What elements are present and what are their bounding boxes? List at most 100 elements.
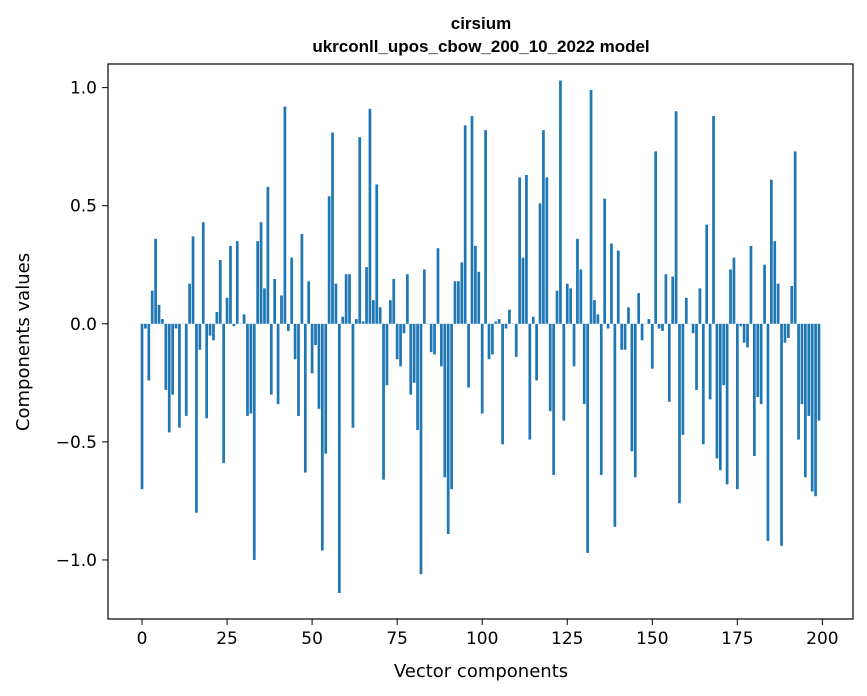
bar-61 [348, 274, 351, 324]
bar-180 [752, 323, 756, 457]
bar-38 [269, 323, 273, 395]
bar-85 [429, 323, 433, 353]
bar-90 [446, 323, 450, 534]
x-tick-label: 150 [636, 629, 668, 649]
bar-69 [375, 184, 379, 324]
bar-128 [576, 238, 579, 324]
bar-130 [582, 323, 586, 405]
bar-146 [637, 293, 641, 324]
bar-35 [259, 222, 263, 324]
bar-123 [559, 80, 562, 324]
bar-196 [807, 323, 811, 416]
bar-124 [562, 323, 566, 421]
bar-191 [790, 286, 794, 324]
bar-179 [749, 245, 753, 324]
bar-17 [198, 323, 202, 350]
bar-80 [412, 323, 416, 383]
x-axis-ticks: 0 25 50 75 100 125 150 175 200 [137, 619, 839, 649]
bar-88 [440, 323, 443, 367]
bar-49 [307, 281, 311, 324]
y-axis-label: Components values [13, 253, 34, 431]
bar-151 [654, 151, 658, 324]
x-tick-label: 125 [551, 629, 583, 649]
bar-101 [484, 130, 487, 324]
bar-46 [297, 323, 300, 416]
x-tick-label: 50 [301, 629, 323, 649]
y-axis-ticks: 1.0 0.5 0.0 −0.5 −1.0 [56, 79, 108, 571]
bar-63 [354, 319, 358, 324]
bar-96 [467, 323, 470, 388]
bar-131 [586, 323, 590, 553]
bar-50 [310, 323, 314, 374]
bar-114 [528, 323, 532, 440]
bar-57 [334, 283, 338, 324]
bar-177 [742, 323, 746, 343]
bar-4 [154, 238, 157, 324]
bar-70 [378, 307, 382, 324]
bar-194 [800, 323, 804, 405]
bar-149 [647, 319, 651, 324]
bar-1 [144, 323, 147, 329]
bar-91 [450, 323, 453, 490]
bar-181 [756, 323, 760, 397]
bar-39 [273, 278, 277, 324]
bar-166 [705, 224, 709, 324]
bar-169 [715, 323, 719, 459]
y-tick-label: 0.5 [70, 197, 97, 217]
bar-9 [171, 323, 174, 395]
bar-198 [814, 323, 817, 497]
y-tick-label: 1.0 [70, 79, 97, 99]
bar-2 [147, 323, 151, 381]
bar-195 [804, 323, 807, 478]
bar-135 [599, 323, 603, 475]
bar-170 [718, 323, 722, 471]
bar-182 [759, 323, 763, 405]
bar-147 [640, 323, 644, 341]
bar-7 [164, 323, 168, 390]
bar-75 [395, 323, 399, 360]
bar-31 [246, 323, 249, 416]
bar-99 [477, 271, 481, 324]
bar-43 [286, 323, 290, 331]
bar-0 [140, 323, 144, 490]
bar-103 [491, 323, 494, 355]
bar-188 [780, 323, 783, 546]
bar-93 [457, 281, 460, 324]
bar-83 [423, 269, 426, 324]
x-axis-label: Vector components [394, 661, 568, 682]
bar-199 [817, 323, 821, 421]
bar-47 [300, 234, 304, 324]
bar-189 [783, 323, 787, 343]
bar-186 [773, 241, 777, 324]
bar-13 [184, 323, 188, 416]
bar-58 [337, 323, 341, 594]
bar-119 [545, 177, 549, 324]
plot-area-frame [107, 63, 854, 620]
bar-94 [460, 262, 464, 324]
bar-139 [613, 323, 617, 527]
bar-108 [508, 309, 511, 324]
bar-125 [565, 283, 569, 324]
bar-112 [521, 257, 525, 324]
bar-65 [361, 321, 365, 324]
bar-20 [208, 323, 212, 336]
bar-71 [382, 323, 385, 480]
bar-138 [610, 243, 613, 324]
bar-158 [678, 323, 681, 504]
bar-145 [633, 323, 637, 478]
bar-28 [235, 241, 239, 324]
bar-171 [722, 323, 726, 386]
bar-154 [664, 274, 668, 324]
bar-41 [280, 295, 283, 324]
bar-18 [201, 222, 205, 324]
bar-6 [161, 319, 164, 324]
bar-92 [453, 281, 457, 324]
bar-78 [406, 274, 409, 324]
bar-53 [320, 323, 324, 551]
bar-59 [341, 316, 345, 324]
bar-165 [701, 323, 705, 445]
bar-174 [732, 257, 736, 324]
bar-86 [433, 323, 436, 355]
bar-55 [327, 196, 331, 324]
